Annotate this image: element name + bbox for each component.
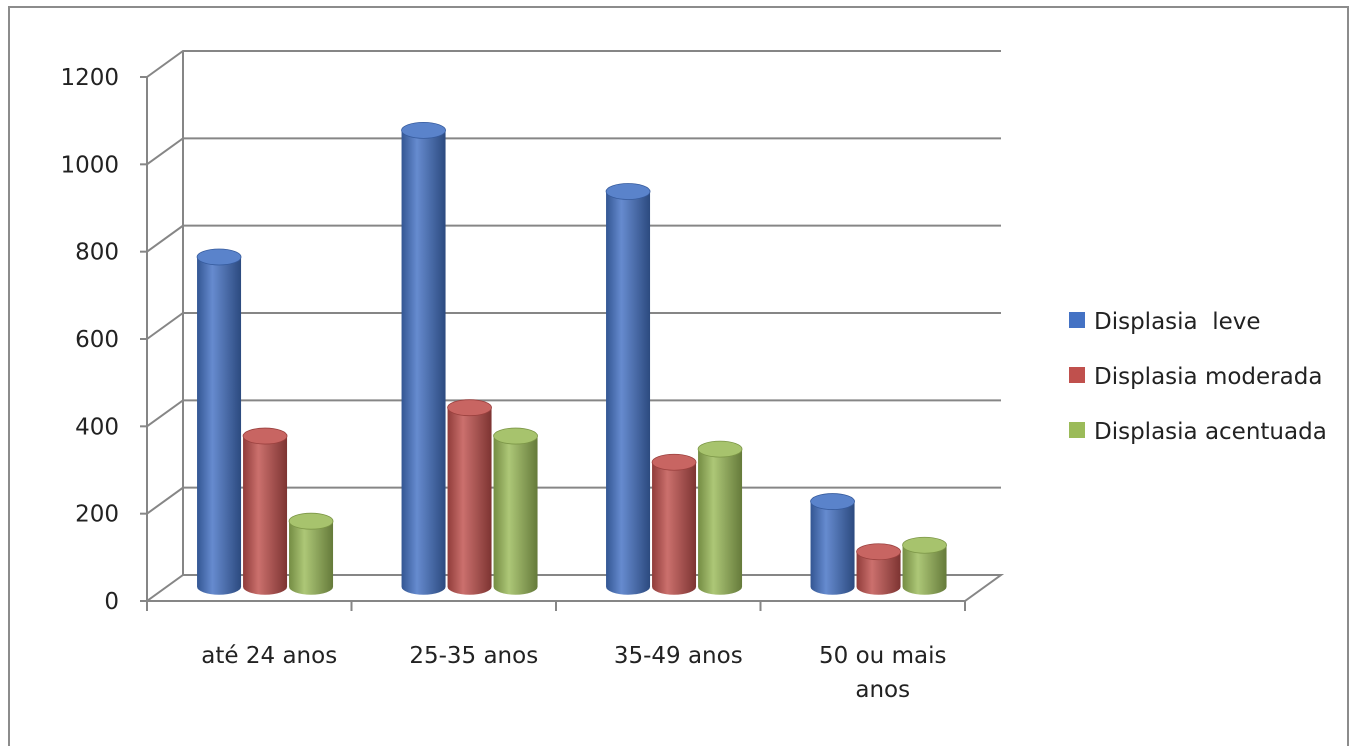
y-tick-label: 400 xyxy=(75,414,119,440)
legend-item: Displasia leve xyxy=(1069,309,1261,335)
y-tick-label: 0 xyxy=(104,589,119,615)
legend-label: Displasia acentuada xyxy=(1094,419,1327,445)
y-tick-label: 600 xyxy=(75,327,119,353)
bar-top xyxy=(651,453,697,471)
bar xyxy=(856,543,901,595)
bar-top xyxy=(288,512,334,530)
gridline xyxy=(146,137,1001,166)
bar-body xyxy=(902,545,947,595)
bar-top xyxy=(605,183,651,200)
legend-label: Displasia leve xyxy=(1094,309,1261,335)
x-category-label: anos xyxy=(855,677,910,703)
bar xyxy=(196,248,242,595)
bar-body xyxy=(856,551,901,595)
bar-top xyxy=(401,121,446,139)
x-category-label: 50 ou mais xyxy=(819,643,946,669)
bar xyxy=(242,427,288,595)
legend-label: Displasia moderada xyxy=(1094,364,1322,390)
bar-body xyxy=(810,501,855,595)
bar-body xyxy=(289,521,334,595)
bar-group xyxy=(196,121,947,595)
gridline xyxy=(146,224,1001,253)
chart-frame xyxy=(8,6,1349,746)
legend-swatch xyxy=(1069,367,1085,383)
legend-item: Displasia acentuada xyxy=(1069,419,1327,445)
bar-body xyxy=(606,191,651,595)
bar-top xyxy=(810,493,855,510)
y-tick-label: 200 xyxy=(75,502,119,528)
bar xyxy=(697,440,743,595)
bar-body xyxy=(493,436,538,595)
bar-body xyxy=(447,407,492,595)
x-category-label: 35-49 anos xyxy=(614,643,743,669)
bar-body xyxy=(698,449,743,595)
gridline xyxy=(146,50,1001,78)
bar xyxy=(810,493,855,595)
bar-top xyxy=(242,427,288,445)
bar xyxy=(447,399,492,595)
bar-top xyxy=(856,543,901,561)
legend-swatch xyxy=(1069,422,1085,438)
y-tick-label: 800 xyxy=(75,240,119,266)
y-tick-label: 1200 xyxy=(60,65,119,91)
bar xyxy=(902,536,947,595)
bar-body xyxy=(243,436,288,595)
legend-swatch xyxy=(1069,312,1085,328)
bar xyxy=(605,183,651,595)
y-tick-label: 1000 xyxy=(60,152,119,178)
gridline xyxy=(146,312,1001,340)
chart-floor xyxy=(143,574,1005,602)
bar xyxy=(401,121,446,595)
y-axis-ticks: 0 200 400 600 800 1000 1200 xyxy=(60,65,147,615)
gridline xyxy=(146,399,1001,428)
bar-top xyxy=(902,536,947,554)
gridlines xyxy=(146,50,1001,515)
x-category-label: até 24 anos xyxy=(201,643,337,669)
bar-body xyxy=(401,130,446,595)
bar-top xyxy=(196,248,242,266)
x-axis-labels: até 24 anos 25-35 anos 35-49 anos 50 ou mai… xyxy=(146,601,966,703)
bar-body xyxy=(652,462,697,595)
legend: Displasia leve Displasia moderada Displasi… xyxy=(1069,309,1327,445)
bar-top xyxy=(697,440,743,458)
legend-item: Displasia moderada xyxy=(1069,364,1322,390)
bar xyxy=(288,512,334,595)
bar-body xyxy=(197,257,242,595)
bar-top xyxy=(447,399,492,417)
bar xyxy=(651,453,697,595)
x-category-label: 25-35 anos xyxy=(409,643,538,669)
bar xyxy=(493,427,538,595)
bar-top xyxy=(493,427,538,445)
